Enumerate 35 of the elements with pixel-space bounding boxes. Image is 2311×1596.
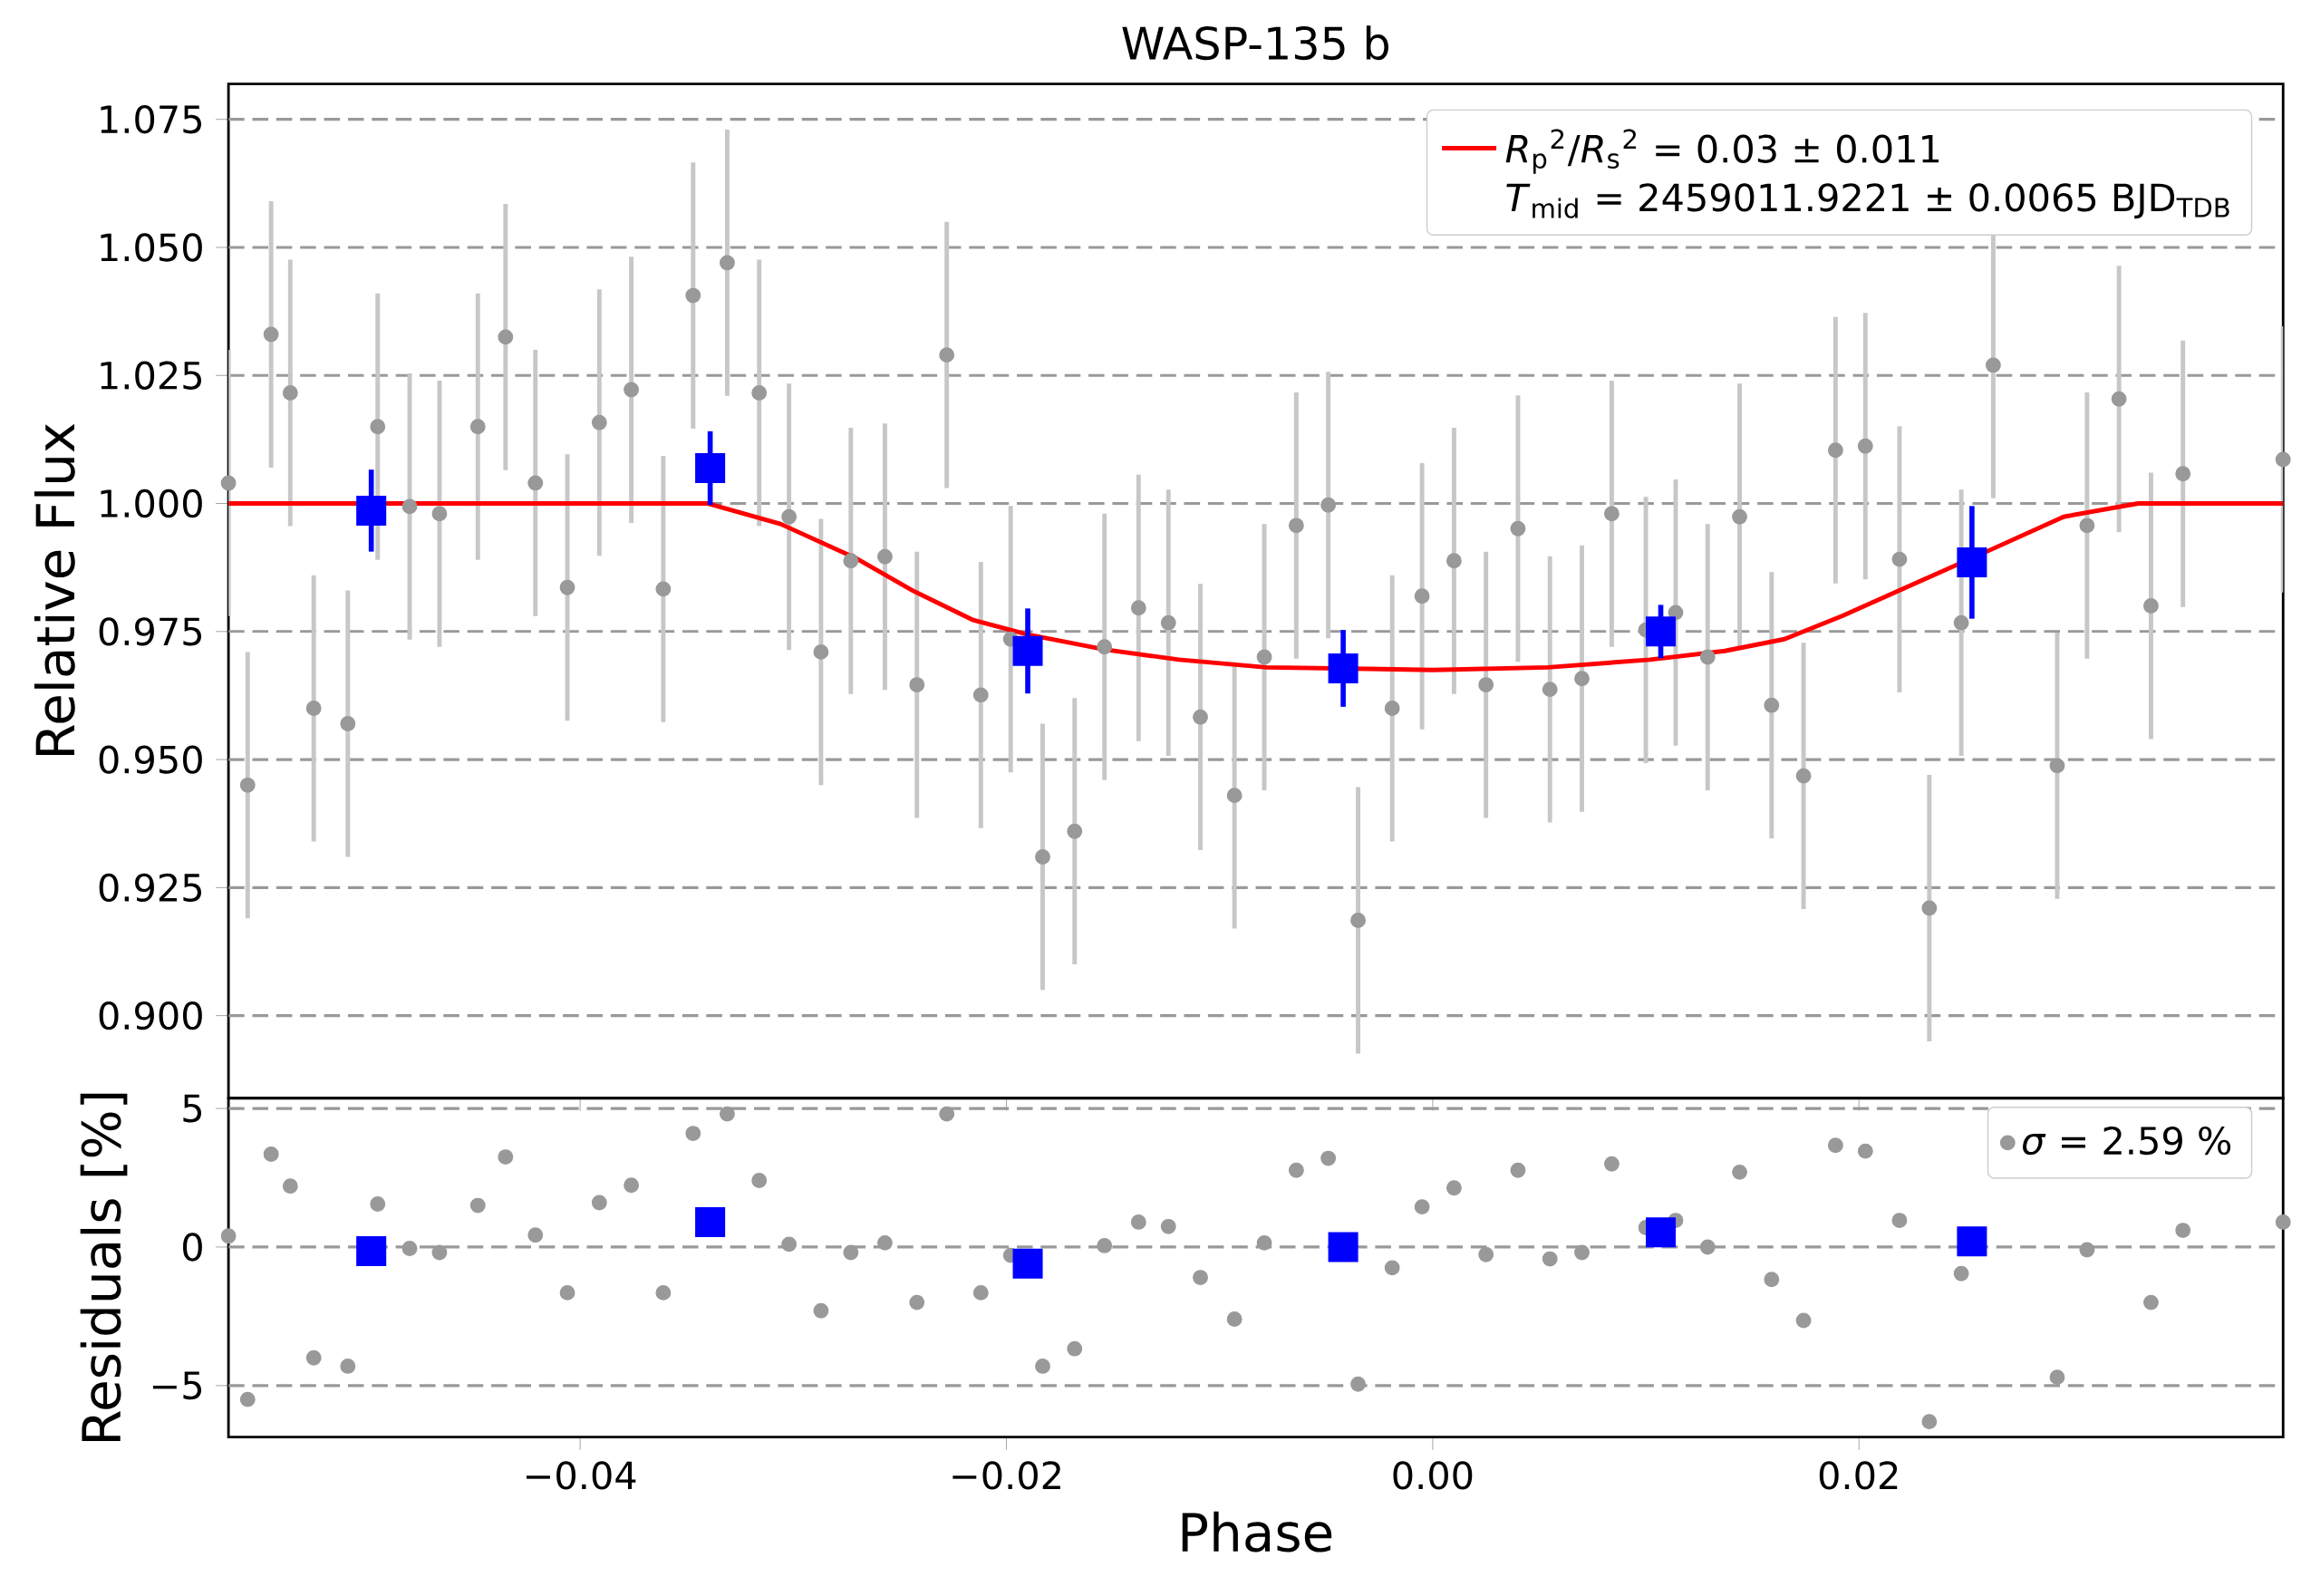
y-tick-label: 0.925: [99, 873, 201, 902]
y-axis-title: Relative Flux: [34, 423, 75, 755]
point: [1328, 1232, 1359, 1262]
point: [695, 452, 726, 483]
y-tick-label: 0.950: [99, 745, 202, 774]
chart-title: WASP-135 b: [1122, 25, 1388, 61]
x-tick-label: −0.04: [527, 1461, 636, 1490]
point: [1012, 635, 1043, 666]
y-tick-label: 1.050: [101, 233, 202, 262]
x-tick-label: −0.02: [952, 1461, 1060, 1490]
point: [1645, 616, 1677, 647]
y-tick-label: 1.000: [101, 488, 202, 518]
point: [1957, 547, 1987, 577]
point: [356, 495, 387, 526]
annotation: T$_{mid}$ = 2459011.9221 ± 0.0065 BJD$_{TDB}$: [1506, 183, 2229, 219]
y-tick-label: −5: [152, 1371, 202, 1400]
point: [1957, 1226, 1987, 1257]
point: [1328, 653, 1359, 683]
y-tick-label: 0.900: [99, 1001, 202, 1030]
legend-label: R$_{p}$$^{2}$/R$_{s}$$^{2}$ = 0.03 ± 0.011: [1505, 129, 1939, 174]
y-tick-label: 0: [183, 1233, 202, 1262]
point: [1012, 1248, 1043, 1279]
y-axis-title: Residuals [%]: [80, 1093, 128, 1441]
point: [356, 1235, 387, 1266]
y-tick-label: 0.975: [99, 616, 201, 646]
point: [1645, 1217, 1677, 1248]
point: [695, 1206, 726, 1237]
line-series: [228, 500, 2284, 672]
x-tick-label: 0.02: [1819, 1461, 1898, 1490]
y-tick-label: 1.025: [101, 361, 201, 390]
x-axis-title: Phase: [1182, 1511, 1332, 1552]
y-tick-label: 1.075: [101, 104, 201, 134]
y-tick-label: 5: [183, 1094, 202, 1123]
x-tick-label: 0.00: [1393, 1461, 1473, 1490]
legend-label: σ = 2.59 %: [2023, 1126, 2231, 1156]
